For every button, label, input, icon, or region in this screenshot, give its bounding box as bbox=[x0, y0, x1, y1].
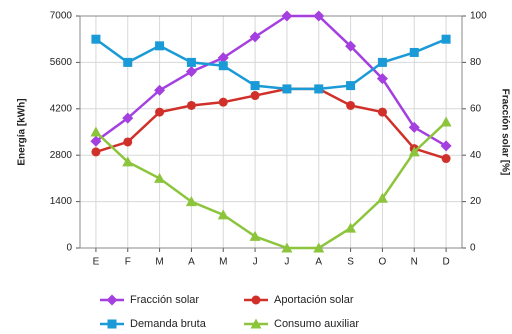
data-point bbox=[376, 192, 388, 203]
data-point bbox=[218, 61, 228, 71]
data-point bbox=[249, 230, 261, 241]
x-tick-label: M bbox=[219, 257, 227, 268]
y2-axis-title: Fracción solar [%] bbox=[499, 89, 510, 176]
y2-tick-label: 100 bbox=[470, 11, 487, 22]
x-tick-label: O bbox=[379, 257, 387, 268]
legend-text: Consumo auxiliar bbox=[274, 318, 359, 330]
data-point bbox=[90, 126, 102, 137]
data-point bbox=[281, 10, 293, 22]
data-point bbox=[440, 140, 452, 152]
x-tick-label: F bbox=[125, 257, 131, 268]
y2-tick-label: 60 bbox=[470, 103, 482, 114]
data-point bbox=[122, 156, 134, 167]
data-point bbox=[91, 34, 101, 44]
data-point bbox=[155, 107, 165, 117]
data-point bbox=[217, 52, 229, 64]
data-point bbox=[377, 57, 387, 67]
x-tick-label: N bbox=[411, 257, 418, 268]
y2-tick-label: 40 bbox=[470, 150, 482, 161]
x-tick-label: S bbox=[347, 257, 354, 268]
series-line bbox=[95, 38, 447, 91]
data-point bbox=[314, 84, 324, 94]
data-point bbox=[185, 66, 197, 78]
y-tick-label: 2800 bbox=[50, 150, 73, 161]
data-point bbox=[123, 57, 133, 67]
x-tick-label: A bbox=[188, 257, 195, 268]
x-tick-label: A bbox=[315, 257, 322, 268]
data-point bbox=[154, 84, 166, 96]
x-tick-label: D bbox=[442, 257, 449, 268]
data-point bbox=[122, 112, 134, 124]
data-point bbox=[376, 73, 388, 85]
series-line bbox=[95, 14, 447, 147]
y-tick-label: 4200 bbox=[50, 103, 73, 114]
data-point bbox=[282, 84, 292, 94]
data-point bbox=[249, 31, 261, 43]
data-point bbox=[313, 10, 325, 22]
legend-marker bbox=[106, 294, 118, 306]
legend-text: Fracción solar bbox=[130, 294, 199, 306]
x-tick-label: M bbox=[155, 257, 163, 268]
data-point bbox=[345, 40, 357, 52]
data-point bbox=[441, 154, 451, 164]
series-line bbox=[95, 87, 447, 160]
data-point bbox=[217, 209, 229, 220]
data-point bbox=[91, 147, 101, 157]
data-point bbox=[346, 81, 356, 91]
data-point bbox=[440, 116, 452, 127]
data-point bbox=[155, 41, 165, 51]
data-point bbox=[408, 121, 420, 133]
data-point bbox=[250, 81, 260, 91]
y2-tick-label: 80 bbox=[470, 57, 482, 68]
y-tick-label: 7000 bbox=[50, 11, 73, 22]
series-line bbox=[95, 121, 447, 250]
x-tick-label: E bbox=[93, 257, 100, 268]
data-point bbox=[281, 242, 293, 253]
x-tick-label: J bbox=[284, 257, 289, 268]
legend-marker bbox=[250, 318, 262, 329]
data-point bbox=[186, 57, 196, 67]
data-point bbox=[377, 107, 387, 117]
x-tick-label: J bbox=[253, 257, 258, 268]
legend-text: Aportación solar bbox=[274, 294, 354, 306]
data-point bbox=[346, 100, 356, 110]
data-point bbox=[218, 97, 228, 107]
data-point bbox=[123, 137, 133, 147]
data-point bbox=[185, 196, 197, 207]
y2-tick-label: 20 bbox=[470, 196, 482, 207]
data-point bbox=[409, 47, 419, 57]
data-point bbox=[441, 34, 451, 44]
legend-marker bbox=[107, 319, 117, 329]
data-point bbox=[345, 222, 357, 233]
plot-frame bbox=[79, 15, 463, 249]
y-tick-label: 1400 bbox=[50, 196, 73, 207]
legend-text: Demanda bruta bbox=[130, 318, 207, 330]
data-point bbox=[154, 172, 166, 183]
data-point bbox=[250, 91, 260, 101]
y-axis-title: Energía [kWh] bbox=[17, 98, 28, 165]
y-tick-label: 5600 bbox=[50, 57, 73, 68]
data-point bbox=[90, 135, 102, 147]
y2-tick-label: 0 bbox=[470, 243, 476, 254]
data-point bbox=[313, 242, 325, 253]
legend-marker bbox=[251, 295, 261, 305]
data-point bbox=[408, 146, 420, 157]
y-tick-label: 0 bbox=[66, 243, 72, 254]
data-point bbox=[186, 100, 196, 110]
